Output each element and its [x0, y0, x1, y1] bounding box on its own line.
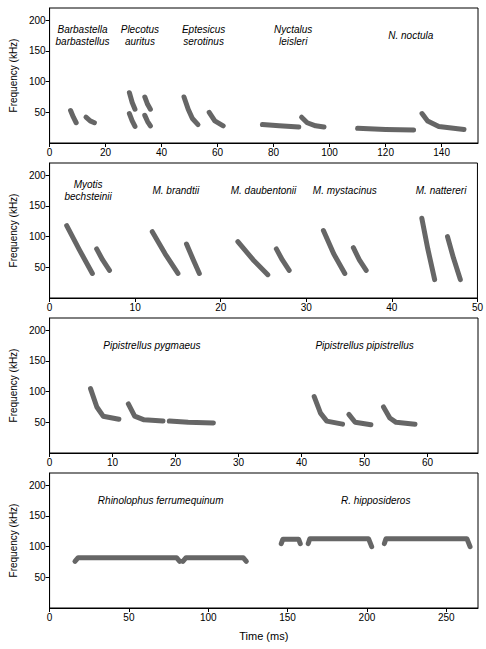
svg-text:50: 50 [34, 572, 46, 583]
svg-text:barbastellus: barbastellus [56, 36, 110, 47]
svg-text:Frequency (kHz): Frequency (kHz) [8, 504, 19, 578]
svg-text:0: 0 [47, 612, 53, 623]
svg-text:100: 100 [29, 76, 46, 87]
svg-text:50: 50 [34, 417, 46, 428]
svg-text:Time (ms): Time (ms) [239, 630, 288, 642]
svg-text:50: 50 [472, 302, 484, 313]
svg-text:200: 200 [29, 170, 46, 181]
svg-text:bechsteinii: bechsteinii [64, 191, 112, 202]
svg-text:100: 100 [321, 147, 338, 158]
svg-text:0: 0 [47, 302, 53, 313]
svg-text:20: 20 [170, 457, 182, 468]
svg-text:120: 120 [377, 147, 394, 158]
svg-text:R. hipposideros: R. hipposideros [341, 495, 410, 506]
svg-text:Plecotus: Plecotus [121, 24, 159, 35]
svg-text:serotinus: serotinus [183, 36, 224, 47]
svg-text:250: 250 [438, 612, 455, 623]
svg-text:0: 0 [47, 457, 53, 468]
svg-text:Eptesicus: Eptesicus [182, 24, 225, 35]
svg-text:M. daubentonii: M. daubentonii [231, 185, 297, 196]
svg-text:Frequency (kHz): Frequency (kHz) [8, 194, 19, 268]
svg-text:0: 0 [47, 147, 53, 158]
svg-text:100: 100 [29, 541, 46, 552]
svg-text:150: 150 [29, 200, 46, 211]
svg-text:40: 40 [386, 302, 398, 313]
svg-text:30: 30 [301, 302, 313, 313]
svg-text:140: 140 [433, 147, 450, 158]
svg-text:Pipistrellus pipistrellus: Pipistrellus pipistrellus [315, 340, 413, 351]
svg-text:150: 150 [29, 45, 46, 56]
svg-text:Myotis: Myotis [74, 179, 103, 190]
svg-text:Barbastella: Barbastella [57, 24, 107, 35]
svg-text:80: 80 [268, 147, 280, 158]
svg-text:100: 100 [29, 231, 46, 242]
svg-text:40: 40 [156, 147, 168, 158]
svg-text:10: 10 [130, 302, 142, 313]
svg-text:leisleri: leisleri [279, 36, 308, 47]
svg-text:100: 100 [200, 612, 217, 623]
svg-text:50: 50 [359, 457, 371, 468]
svg-text:150: 150 [29, 355, 46, 366]
svg-text:50: 50 [34, 107, 46, 118]
svg-text:200: 200 [29, 15, 46, 26]
svg-text:M. mystacinus: M. mystacinus [313, 185, 377, 196]
svg-text:Pipistrellus pygmaeus: Pipistrellus pygmaeus [103, 340, 200, 351]
svg-text:40: 40 [296, 457, 308, 468]
svg-text:20: 20 [100, 147, 112, 158]
svg-text:50: 50 [34, 262, 46, 273]
svg-text:M. nattereri: M. nattereri [416, 185, 467, 196]
svg-text:Frequency (kHz): Frequency (kHz) [8, 39, 19, 113]
svg-text:30: 30 [233, 457, 245, 468]
svg-text:10: 10 [107, 457, 119, 468]
svg-text:M. brandtii: M. brandtii [152, 185, 199, 196]
svg-text:Frequency (kHz): Frequency (kHz) [8, 349, 19, 423]
svg-text:Rhinolophus ferrumequinum: Rhinolophus ferrumequinum [98, 495, 224, 506]
svg-text:200: 200 [29, 325, 46, 336]
svg-text:150: 150 [29, 510, 46, 521]
svg-text:N. noctula: N. noctula [388, 30, 433, 41]
svg-text:60: 60 [422, 457, 434, 468]
svg-text:100: 100 [29, 386, 46, 397]
svg-text:50: 50 [123, 612, 135, 623]
svg-text:200: 200 [359, 612, 376, 623]
svg-text:auritus: auritus [125, 36, 155, 47]
svg-text:150: 150 [279, 612, 296, 623]
svg-text:200: 200 [29, 480, 46, 491]
svg-text:20: 20 [215, 302, 227, 313]
svg-text:Nyctalus: Nyctalus [274, 24, 312, 35]
svg-text:60: 60 [212, 147, 224, 158]
